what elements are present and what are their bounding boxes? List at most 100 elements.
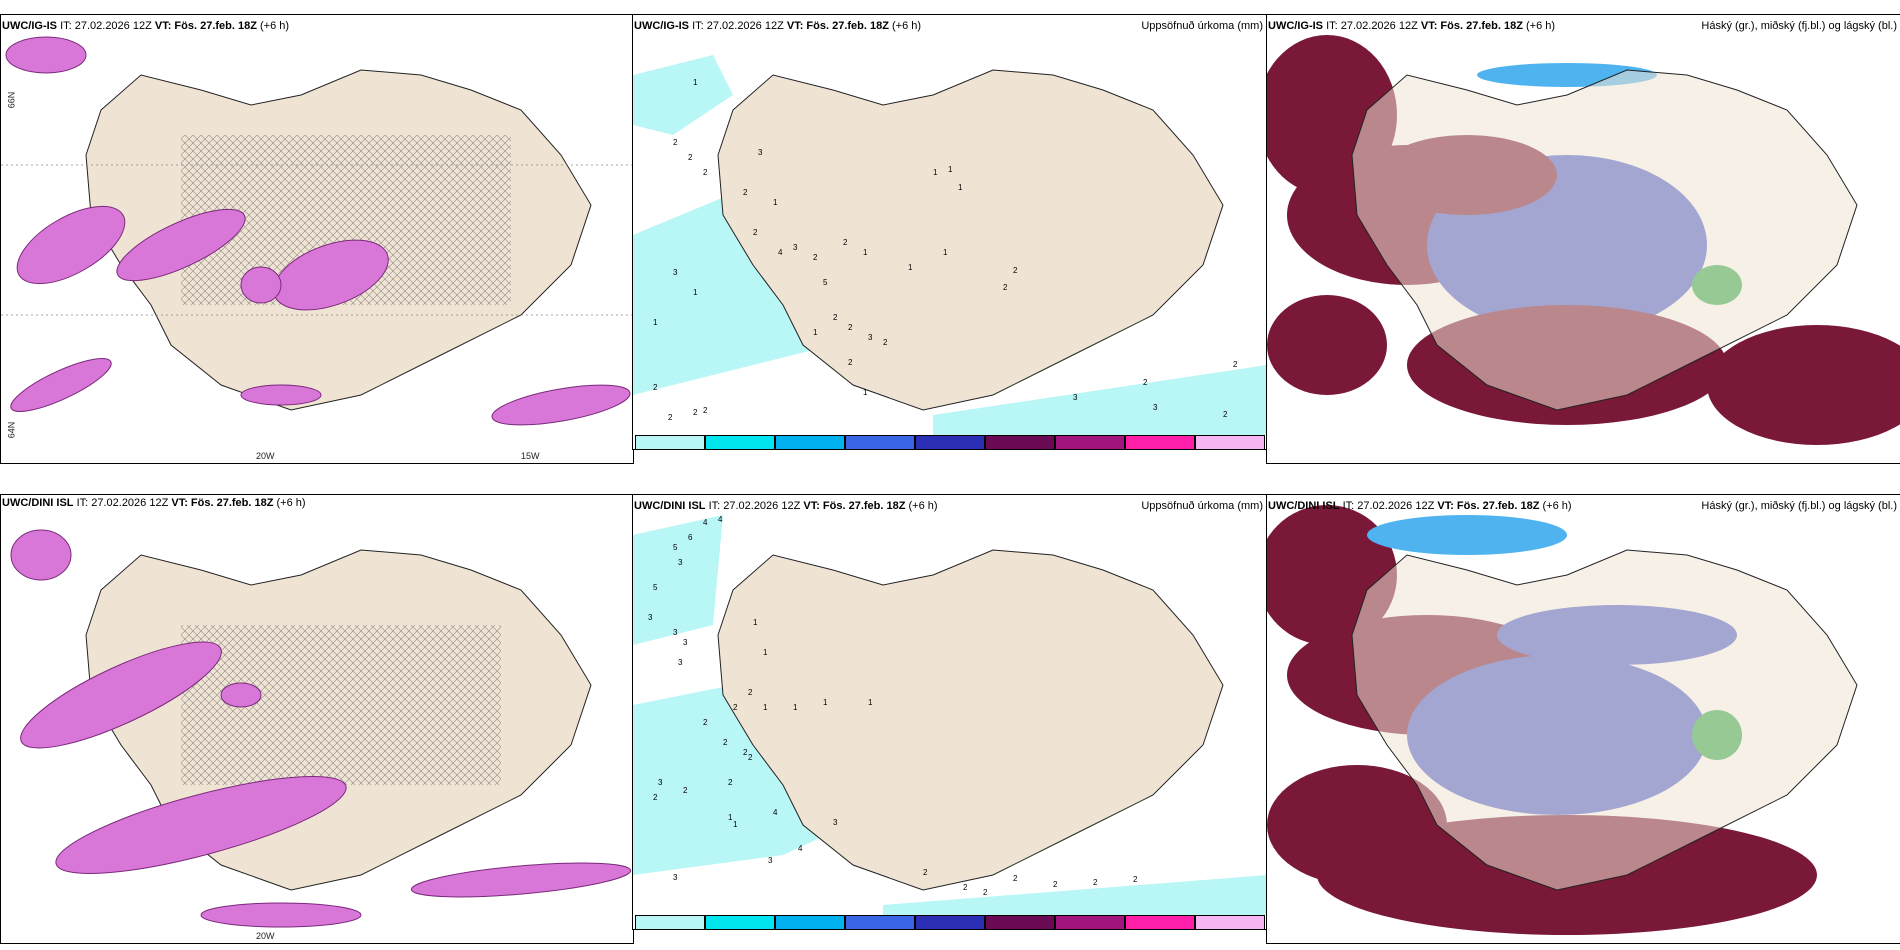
colorbar-cell [1055, 915, 1125, 929]
svg-text:5: 5 [673, 543, 678, 552]
lon-label-15w: 15W [521, 451, 540, 461]
svg-text:4: 4 [703, 518, 708, 527]
iceland-land [1351, 549, 1858, 891]
svg-text:3: 3 [678, 558, 683, 567]
colorbar-cell [985, 915, 1055, 929]
svg-text:2: 2 [748, 688, 753, 697]
svg-text:3: 3 [868, 333, 873, 342]
colorbar-cell [1195, 915, 1265, 929]
svg-text:3: 3 [833, 818, 838, 827]
svg-text:1: 1 [763, 648, 768, 657]
lon-label-20w-bottom: 20W [256, 931, 275, 941]
iceland-land [1351, 69, 1858, 411]
panel-title-top-left: UWC/IG-IS IT: 27.02.2026 12Z VT: Fös. 27… [2, 20, 290, 32]
colorbar-cell [845, 915, 915, 929]
svg-text:2: 2 [848, 323, 853, 332]
svg-text:2: 2 [723, 738, 728, 747]
svg-text:5: 5 [823, 278, 828, 287]
svg-text:4: 4 [798, 844, 803, 853]
svg-text:2: 2 [703, 718, 708, 727]
svg-text:2: 2 [848, 358, 853, 367]
svg-text:1: 1 [948, 165, 953, 174]
svg-text:2: 2 [748, 753, 753, 762]
svg-text:3: 3 [768, 856, 773, 865]
svg-text:2: 2 [703, 168, 708, 177]
svg-text:2: 2 [668, 413, 673, 422]
panel-title-bottom-left: UWC/DINI ISL IT: 27.02.2026 12Z VT: Fös.… [2, 497, 306, 509]
svg-text:3: 3 [658, 778, 663, 787]
iceland-land [717, 549, 1224, 891]
svg-text:1: 1 [863, 388, 868, 397]
svg-text:1: 1 [908, 263, 913, 272]
panel-title-bottom-middle: UWC/DINI ISL IT: 27.02.2026 12Z VT: Fös.… [634, 500, 1263, 512]
iceland-land [717, 69, 1224, 411]
svg-text:2: 2 [688, 153, 693, 162]
colorbar-cell [775, 915, 845, 929]
svg-text:2: 2 [743, 188, 748, 197]
colorbar-cell [915, 435, 985, 449]
panel-title-bottom-right: UWC/DINI ISL IT: 27.02.2026 12Z VT: Fös.… [1268, 500, 1897, 512]
svg-text:3: 3 [673, 873, 678, 882]
svg-text:1: 1 [653, 318, 658, 327]
svg-text:2: 2 [843, 238, 848, 247]
svg-text:4: 4 [718, 515, 723, 524]
colorbar-cell [635, 915, 705, 929]
colorbar-cell [1055, 435, 1125, 449]
svg-text:3: 3 [683, 638, 688, 647]
svg-text:2: 2 [1133, 875, 1138, 884]
svg-text:4: 4 [778, 248, 783, 257]
svg-text:2: 2 [1003, 283, 1008, 292]
svg-text:1: 1 [793, 703, 798, 712]
svg-text:2: 2 [693, 408, 698, 417]
svg-text:2: 2 [753, 228, 758, 237]
panel-title-top-middle: UWC/IG-IS IT: 27.02.2026 12Z VT: Fös. 27… [634, 20, 1263, 32]
svg-text:2: 2 [963, 883, 968, 892]
svg-text:4: 4 [773, 808, 778, 817]
svg-text:1: 1 [868, 698, 873, 707]
svg-text:2: 2 [703, 406, 708, 415]
svg-text:2: 2 [1053, 880, 1058, 889]
svg-text:2: 2 [813, 253, 818, 262]
svg-text:1: 1 [773, 198, 778, 207]
svg-text:3: 3 [678, 658, 683, 667]
svg-text:3: 3 [793, 243, 798, 252]
svg-text:2: 2 [683, 786, 688, 795]
svg-text:3: 3 [648, 613, 653, 622]
lat-label-64: 64N [6, 421, 17, 439]
colorbar-cell [985, 435, 1055, 449]
colorbar-cell [705, 915, 775, 929]
svg-text:1: 1 [813, 328, 818, 337]
svg-text:2: 2 [653, 793, 658, 802]
panel-title-top-right: UWC/IG-IS IT: 27.02.2026 12Z VT: Fös. 27… [1268, 20, 1897, 32]
colorbar-cell [1125, 915, 1195, 929]
svg-text:1: 1 [733, 820, 738, 829]
svg-text:1: 1 [823, 698, 828, 707]
svg-text:2: 2 [1013, 874, 1018, 883]
svg-text:1: 1 [863, 248, 868, 257]
svg-text:2: 2 [983, 888, 988, 897]
colorbar-cell [705, 435, 775, 449]
svg-text:2: 2 [733, 703, 738, 712]
svg-text:3: 3 [1073, 393, 1078, 402]
svg-text:1: 1 [753, 618, 758, 627]
map-top-left [1, 15, 633, 463]
svg-text:1: 1 [958, 183, 963, 192]
panel-bottom-right [1266, 494, 1900, 944]
svg-text:3: 3 [1153, 403, 1158, 412]
lon-label-20w: 20W [256, 451, 275, 461]
lat-label-66: 66N [6, 91, 17, 109]
svg-text:1: 1 [943, 248, 948, 257]
svg-text:2: 2 [833, 313, 838, 322]
map-bottom-left [1, 495, 633, 943]
svg-text:2: 2 [883, 338, 888, 347]
svg-text:1: 1 [728, 813, 733, 822]
svg-text:2: 2 [1093, 878, 1098, 887]
colorbar-top: 110255075100150200400 [635, 435, 1265, 449]
svg-text:5: 5 [653, 583, 658, 592]
panel-top-left: 66N 64N 20W 15W [0, 14, 634, 464]
colorbar-cell [845, 435, 915, 449]
svg-text:2: 2 [1223, 410, 1228, 419]
colorbar-cell [775, 435, 845, 449]
